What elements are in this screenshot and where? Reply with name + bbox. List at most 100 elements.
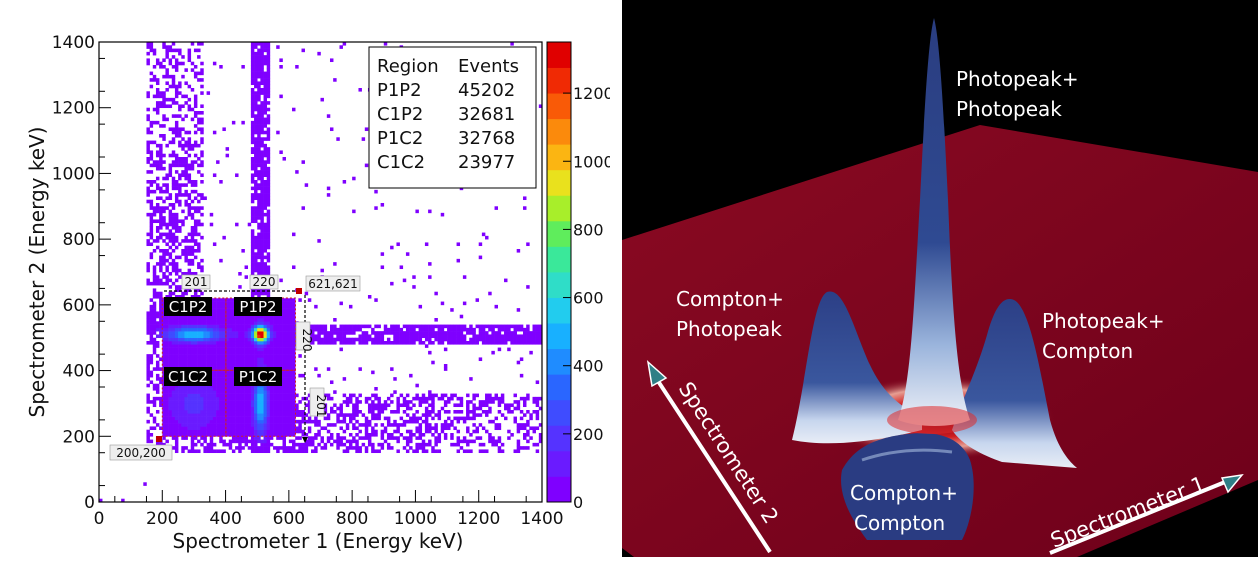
heatmap-cell	[190, 341, 195, 345]
heatmap-cell	[500, 334, 505, 339]
heatmap-cell	[162, 281, 166, 286]
heatmap-cell	[216, 357, 220, 362]
heatmap-cell	[260, 265, 264, 270]
heatmap-cell	[415, 419, 419, 424]
heatmap-cell	[481, 232, 486, 237]
heatmap-cell	[190, 337, 195, 342]
heatmap-cell	[250, 416, 255, 421]
heatmap-cell	[231, 383, 236, 388]
heatmap-cell	[254, 268, 258, 273]
heatmap-cell	[168, 74, 173, 79]
heatmap-cell	[197, 354, 201, 358]
heatmap-cell	[466, 327, 470, 332]
heatmap-cell	[174, 364, 179, 368]
heatmap-cell	[155, 203, 160, 207]
heatmap-cell	[526, 393, 530, 398]
heatmap-cell	[440, 301, 445, 306]
heatmap-cell	[292, 344, 296, 348]
heatmap-cell	[146, 42, 150, 46]
heatmap-cell	[257, 360, 261, 365]
heatmap-cell	[244, 393, 249, 398]
heatmap-cell	[352, 331, 356, 335]
heatmap-cell	[197, 341, 201, 345]
heatmap-cell	[250, 327, 255, 332]
heatmap-cell	[244, 419, 249, 424]
heatmap-cell	[200, 334, 204, 339]
heatmap-cell	[235, 433, 239, 437]
heatmap-cell	[222, 396, 226, 401]
heatmap-cell	[491, 439, 495, 444]
heatmap-cell	[459, 396, 464, 401]
heatmap-cell	[418, 436, 423, 440]
heatmap-cell	[178, 403, 182, 408]
heatmap-cell	[440, 331, 445, 335]
heatmap-cell	[266, 341, 271, 345]
heatmap-cell	[146, 341, 150, 345]
heatmap-cell	[174, 199, 179, 204]
heatmap-cell	[266, 288, 271, 293]
heatmap-cell	[526, 285, 530, 289]
heatmap-cell	[250, 318, 255, 322]
heatmap-cell	[254, 419, 258, 424]
heatmap-cell	[307, 403, 312, 408]
region-label-c1c2: C1C2	[164, 367, 212, 386]
heatmap-cell	[282, 387, 286, 391]
heatmap-cell	[257, 272, 261, 276]
heatmap-cell	[146, 91, 150, 95]
heatmap-cell	[200, 222, 204, 227]
legend-table: Region Events P1P2 45202 C1P2 32681 P1C2…	[368, 46, 537, 189]
heatmap-cell	[364, 127, 369, 132]
heatmap-cell	[456, 403, 461, 408]
heatmap-cell	[276, 364, 280, 368]
heatmap-cell	[263, 163, 267, 168]
heatmap-cell	[405, 436, 410, 440]
heatmap-cell	[409, 433, 413, 437]
heatmap-cell	[424, 324, 429, 329]
heatmap-cell	[292, 433, 296, 437]
heatmap-cell	[178, 341, 182, 345]
heatmap-cell	[257, 147, 261, 151]
heatmap-cell	[282, 298, 286, 302]
heatmap-cell	[216, 380, 220, 385]
heatmap-cell	[434, 331, 438, 335]
heatmap-cell	[523, 423, 527, 427]
heatmap-cell	[488, 410, 492, 414]
heatmap-cell	[200, 104, 204, 109]
heatmap-cell	[250, 265, 255, 270]
heatmap-cell	[250, 74, 255, 79]
heatmap-cell	[260, 413, 264, 417]
heatmap-cell	[254, 442, 258, 447]
heatmap-cell	[162, 222, 166, 227]
heatmap-cell	[197, 78, 201, 82]
heatmap-cell	[409, 400, 413, 404]
heatmap-cell	[197, 419, 201, 424]
heatmap-cell	[456, 337, 461, 342]
heatmap-cell	[459, 314, 464, 319]
heatmap-cell	[178, 413, 182, 417]
heatmap-cell	[257, 265, 261, 270]
heatmap-cell	[402, 436, 407, 440]
heatmap-cell	[307, 410, 312, 414]
heatmap-cell	[168, 334, 173, 339]
heatmap-cell	[171, 393, 176, 398]
heatmap-cell	[165, 350, 169, 355]
heatmap-cell	[260, 291, 264, 296]
heatmap-cell	[307, 426, 312, 431]
heatmap-cell	[257, 137, 261, 141]
heatmap-cell	[222, 314, 226, 319]
heatmap-cell	[257, 245, 261, 250]
heatmap-cell	[212, 387, 217, 391]
heatmap-cell	[352, 324, 356, 329]
heatmap-cell	[500, 442, 505, 447]
heatmap-cell	[288, 341, 293, 345]
heatmap-cell	[424, 406, 429, 411]
colorbar-tick-label: 800	[573, 220, 604, 239]
heatmap-cell	[174, 186, 179, 191]
heatmap-cell	[317, 429, 321, 434]
heatmap-cell	[250, 120, 255, 125]
heatmap-cell	[212, 393, 217, 398]
heatmap-cell	[247, 324, 252, 329]
heatmap-cell	[225, 153, 230, 158]
heatmap-cell	[254, 147, 258, 151]
heatmap-cell	[358, 337, 362, 342]
